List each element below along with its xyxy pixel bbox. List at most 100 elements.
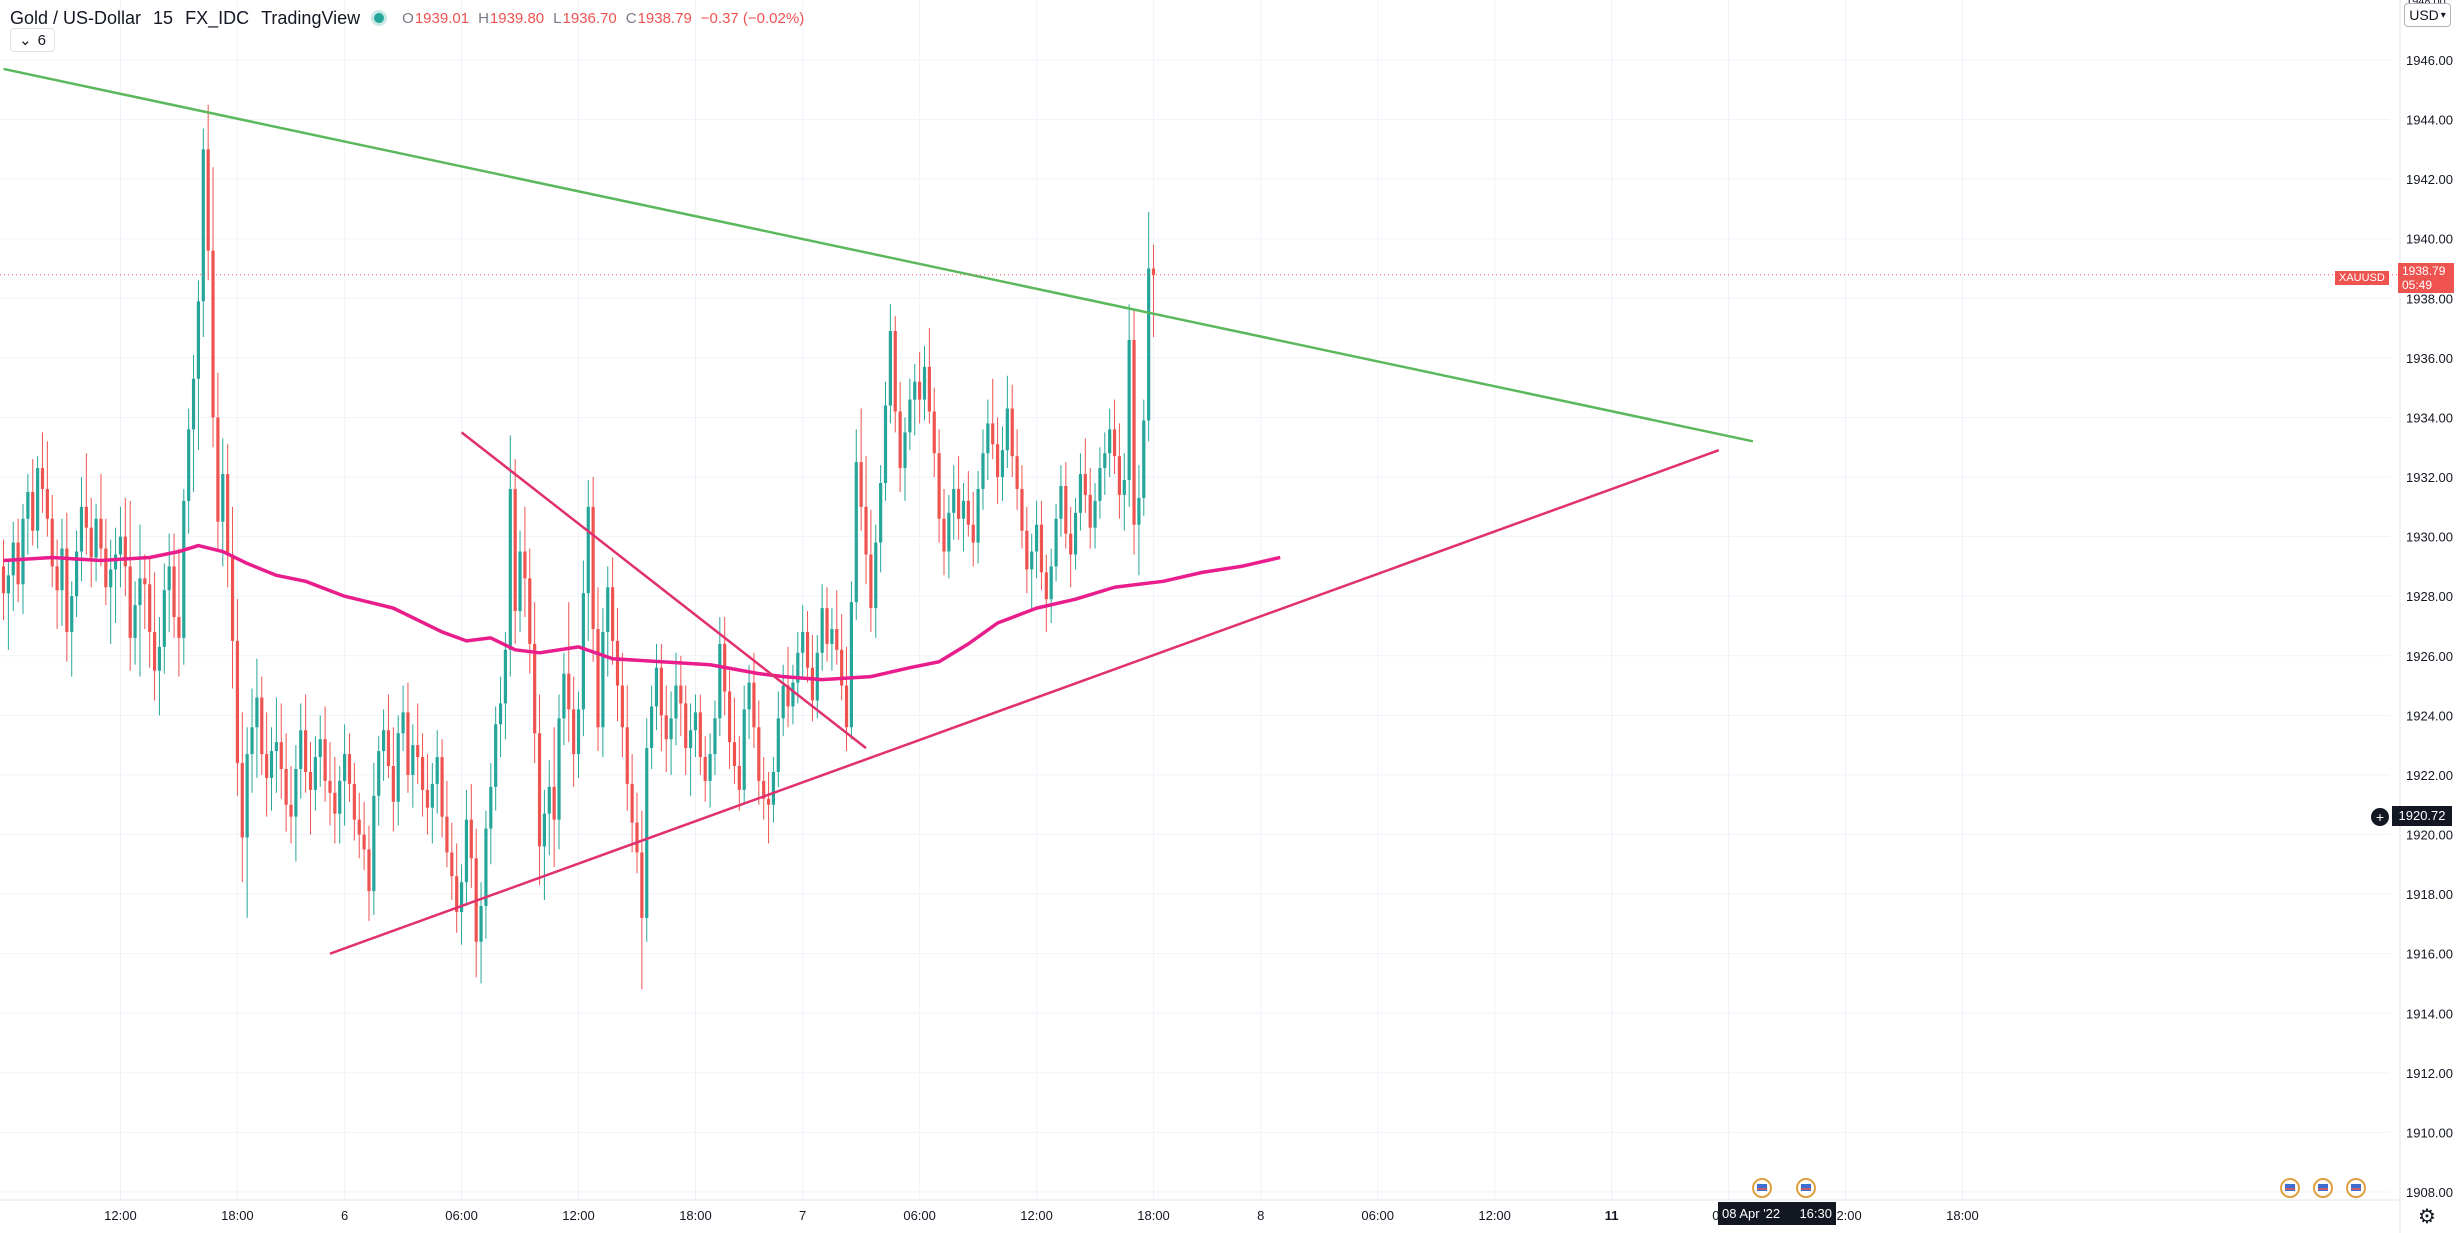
candle-body (464, 819, 469, 883)
indicators-toggle-button[interactable]: ⌄ 6 (10, 28, 55, 52)
candle-body (664, 715, 668, 740)
candle-body (737, 766, 741, 790)
time-tick-label: 8 (1257, 1208, 1264, 1223)
candle-body (849, 602, 854, 728)
candle-body (260, 697, 264, 755)
candle (1108, 408, 1112, 478)
candle (1049, 548, 1053, 624)
chevron-down-icon: ⌄ (19, 32, 32, 49)
candle (352, 763, 356, 841)
candle (1103, 432, 1107, 495)
last-price-tag: 1938.79 05:49 (2398, 263, 2454, 293)
candle-body (377, 751, 381, 796)
candle-body (572, 709, 576, 755)
candle (1122, 453, 1126, 531)
candle-body (1088, 494, 1092, 528)
candle-body (693, 712, 698, 731)
candle (820, 584, 824, 671)
price-tick-label: 1922.00 (2406, 768, 2453, 783)
candle-body (74, 551, 79, 597)
candle-body (957, 488, 961, 519)
flag-event-body (2351, 1184, 2361, 1191)
candle (1147, 211, 1151, 442)
candle (1039, 500, 1044, 591)
candle-body (401, 712, 405, 734)
trendlines-layer[interactable] (3, 67, 1754, 955)
price-tick-label: 1916.00 (2406, 947, 2453, 962)
candle (123, 497, 127, 597)
candle (1093, 482, 1097, 549)
time-tick-label: 6 (341, 1208, 348, 1223)
candle-body (1147, 268, 1151, 421)
candle-body (104, 548, 108, 588)
candle-body (654, 667, 659, 707)
candle-body (1054, 518, 1058, 567)
candle-body (825, 608, 829, 644)
symbol-name[interactable]: Gold / US-Dollar (10, 7, 142, 28)
candle (1117, 423, 1122, 519)
candle-body (484, 828, 488, 907)
candle (172, 533, 176, 638)
price-tick-label: 1910.00 (2406, 1125, 2453, 1140)
candle-body (21, 518, 25, 585)
candle-body (1151, 268, 1156, 275)
candle-body (542, 813, 547, 847)
candle (1010, 384, 1014, 478)
candle (1000, 426, 1005, 501)
currency-dropdown[interactable]: USD ▾ (2404, 3, 2451, 27)
candle-body (864, 506, 868, 555)
candle-body (269, 751, 274, 778)
candle-body (1083, 474, 1087, 495)
candle-body (274, 742, 278, 752)
candle-body (148, 584, 152, 632)
candle-body (16, 542, 20, 585)
candle (937, 429, 941, 543)
candle (1034, 500, 1039, 579)
time-tick-label: 12:00 (562, 1208, 595, 1223)
candle-body (50, 518, 54, 567)
candle-body (318, 739, 322, 758)
candle-body (489, 786, 493, 829)
candle-body (425, 789, 430, 808)
candle (991, 378, 995, 460)
candle-body (245, 754, 249, 838)
candle (854, 429, 858, 621)
candle-body (445, 816, 449, 853)
candle (498, 676, 503, 758)
candle-body (942, 518, 946, 552)
candle-body (630, 783, 634, 823)
candle (377, 736, 381, 826)
candle (187, 408, 191, 534)
candle (338, 766, 342, 844)
currency-label: USD (2409, 7, 2439, 23)
candle-body (1093, 500, 1097, 528)
candle (450, 822, 454, 901)
add-alert-plus-icon[interactable]: + (2371, 808, 2389, 826)
candle (113, 527, 118, 624)
candle-body (937, 453, 941, 519)
candle-body (416, 745, 420, 758)
candle-body (294, 768, 298, 817)
candle (362, 801, 366, 871)
time-tick-label: 11 (1605, 1208, 1619, 1223)
candle-body (815, 652, 819, 701)
candle-body (810, 667, 815, 701)
settings-gear-icon[interactable]: ⚙ (2418, 1206, 2436, 1228)
candle-body (840, 649, 844, 686)
candle (201, 128, 205, 338)
candle (805, 611, 810, 683)
candle (74, 530, 79, 618)
candle-body (1049, 566, 1053, 600)
candle (762, 757, 766, 820)
candle-body (109, 569, 113, 588)
candle-body (323, 739, 327, 781)
interval-label[interactable]: 15 (153, 7, 174, 28)
candle-body (659, 667, 663, 716)
candle-body (952, 488, 956, 513)
candle (523, 506, 527, 618)
candle-body (805, 631, 810, 668)
candle (1044, 554, 1048, 632)
candle (162, 563, 166, 674)
